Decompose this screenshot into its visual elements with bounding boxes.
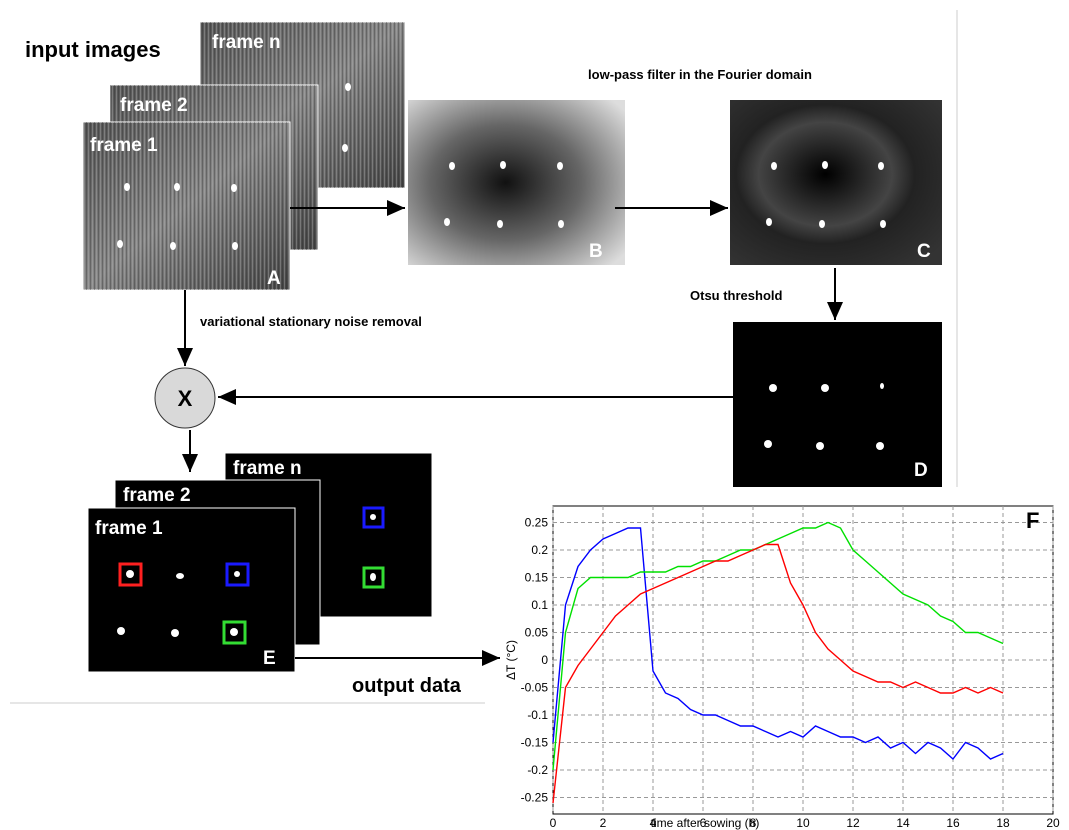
frame-label: frame n <box>212 32 281 53</box>
x-tick-label: 12 <box>846 816 860 830</box>
x-tick-label: 2 <box>600 816 607 830</box>
frame-label: frame n <box>233 458 302 479</box>
panel-letter: A <box>267 268 281 289</box>
x-tick-label: 14 <box>896 816 910 830</box>
x-tick-label: 0 <box>550 816 557 830</box>
output-label: output data <box>352 675 462 697</box>
step-label: low-pass filter in the Fourier domain <box>588 67 812 82</box>
page: {"diagram": { "input_title": "input imag… <box>0 0 1069 830</box>
diagram: input images frame n frame 2 frame 1 A B… <box>0 0 1069 830</box>
y-axis-label: ΔT (°C) <box>504 640 518 680</box>
multiply-label: X <box>178 386 193 411</box>
chart: -0.25 -0.2 -0.15 -0.1 -0.05 0 0.05 0.1 0.15 0.2 0.… <box>521 506 1060 830</box>
y-tick-label: 0.05 <box>525 626 549 640</box>
frame-label: frame 2 <box>120 95 188 116</box>
x-tick-label: 20 <box>1046 816 1060 830</box>
frame-label: frame 2 <box>123 485 191 506</box>
y-tick-label: 0 <box>541 653 548 667</box>
y-tick-label: 0.25 <box>525 516 549 530</box>
x-tick-label: 18 <box>996 816 1010 830</box>
step-label: variational stationary noise removal <box>200 314 422 329</box>
x-tick-label: 16 <box>946 816 960 830</box>
y-tick-label: -0.25 <box>521 791 549 805</box>
y-tick-label: -0.15 <box>521 736 549 750</box>
panel-letter: E <box>263 648 276 669</box>
panel-letter: B <box>589 241 603 262</box>
input-title: input images <box>25 37 161 62</box>
y-tick-label: 0.15 <box>525 571 549 585</box>
x-tick-label: 10 <box>796 816 810 830</box>
y-tick-label: -0.2 <box>527 763 548 777</box>
frame-label: frame 1 <box>95 518 163 539</box>
panel-letter: F <box>1026 508 1039 533</box>
step-label: Otsu threshold <box>690 288 783 303</box>
y-tick-label: -0.05 <box>521 681 549 695</box>
filtered-image <box>730 100 942 265</box>
y-tick-label: 0.1 <box>531 598 548 612</box>
panel-letter: C <box>917 241 931 262</box>
panel-letter: D <box>914 460 928 481</box>
frame-label: frame 1 <box>90 135 158 156</box>
mask-image <box>733 322 942 487</box>
y-tick-label: 0.2 <box>531 543 548 557</box>
y-tick-label: -0.1 <box>527 708 548 722</box>
x-axis-label: time after sowing (h) <box>651 816 760 830</box>
